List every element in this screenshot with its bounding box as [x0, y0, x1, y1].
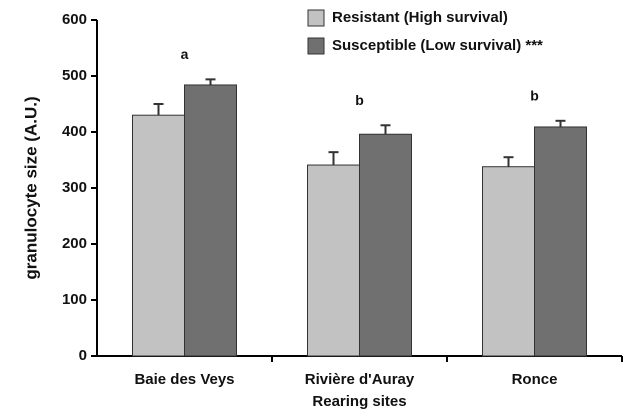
x-tick-label: Baie des Veys — [134, 371, 234, 388]
bar — [132, 114, 185, 357]
group-label: a — [181, 46, 189, 62]
x-tick-label: Rivière d'Auray — [305, 371, 415, 388]
y-tick-label: 400 — [62, 123, 87, 140]
y-tick-label: 0 — [79, 347, 87, 364]
bar — [534, 126, 587, 357]
x-axis-label: Rearing sites — [312, 393, 406, 410]
bar — [482, 166, 535, 357]
group-label: b — [355, 92, 364, 108]
y-axis-label: granulocyte size (A.U.) — [21, 96, 40, 279]
legend-swatch — [307, 37, 325, 55]
y-tick-label: 100 — [62, 291, 87, 308]
bar — [359, 133, 412, 357]
legend-swatch — [307, 9, 325, 27]
y-tick-label: 500 — [62, 67, 87, 84]
legend-label: Resistant (High survival) — [332, 9, 508, 26]
y-tick-label: 300 — [62, 179, 87, 196]
bar — [307, 164, 360, 357]
y-tick-label: 600 — [62, 11, 87, 28]
bar — [184, 84, 237, 357]
x-tick-label: Ronce — [512, 371, 558, 388]
legend-label: Susceptible (Low survival) *** — [332, 37, 543, 54]
group-label: b — [530, 88, 539, 104]
y-tick-label: 200 — [62, 235, 87, 252]
